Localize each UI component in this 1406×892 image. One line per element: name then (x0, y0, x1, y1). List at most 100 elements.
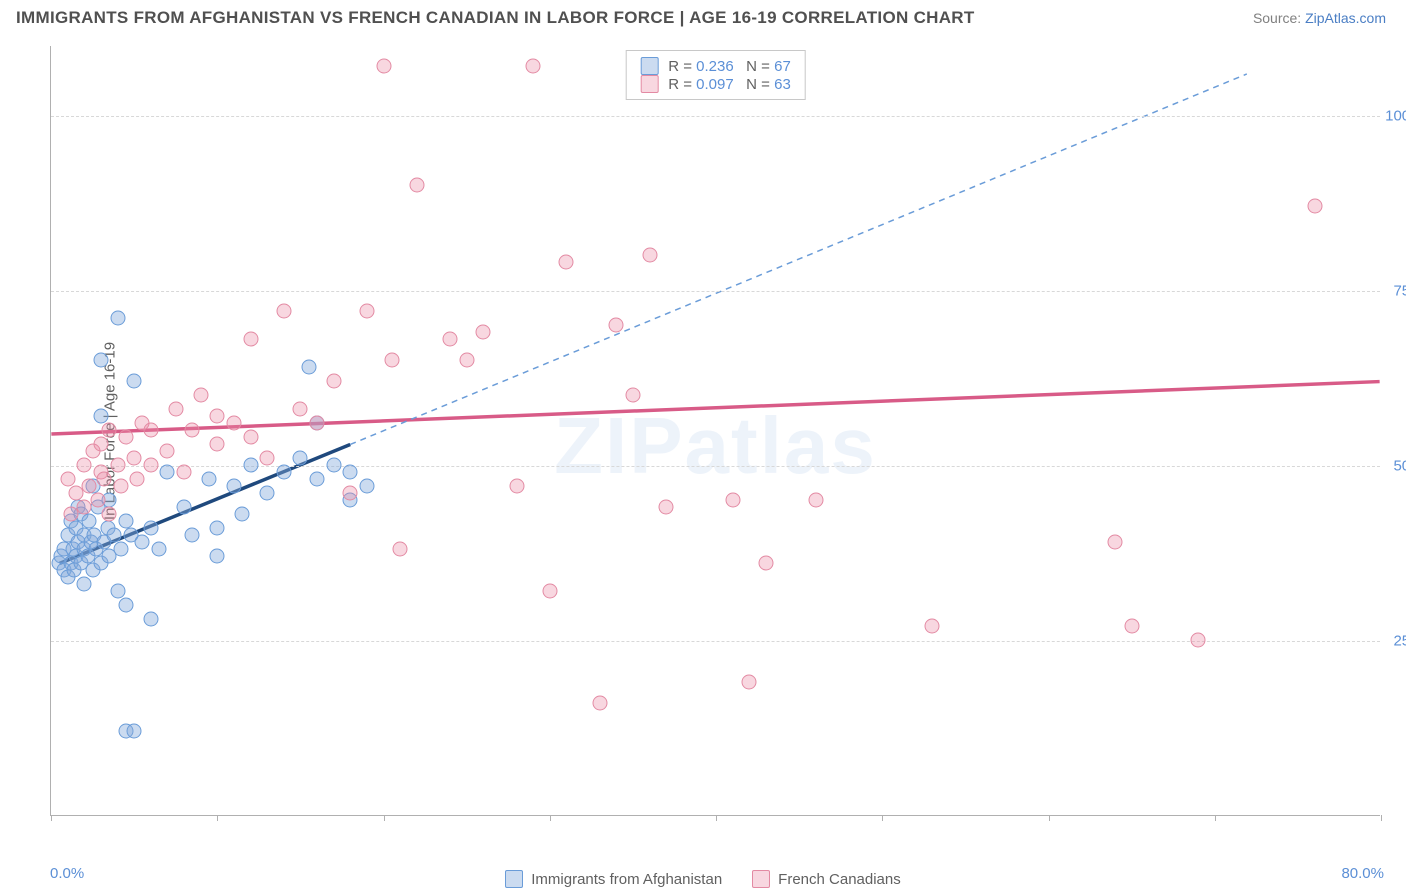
scatter-point (276, 465, 291, 480)
swatch-icon (640, 57, 658, 75)
source: Source: ZipAtlas.com (1253, 10, 1386, 26)
y-tick-label: 75.0% (1393, 283, 1406, 300)
x-tick-min: 0.0% (50, 865, 84, 882)
gridline (51, 641, 1380, 642)
scatter-point (409, 178, 424, 193)
scatter-point (542, 584, 557, 599)
scatter-point (102, 423, 117, 438)
scatter-point (235, 507, 250, 522)
scatter-point (642, 248, 657, 263)
x-tick (882, 815, 883, 821)
scatter-point (343, 486, 358, 501)
swatch-icon (505, 870, 523, 888)
stats-row: R = 0.236 N = 67 (640, 57, 791, 75)
y-tick-label: 100.0% (1385, 108, 1406, 125)
page-title: IMMIGRANTS FROM AFGHANISTAN VS FRENCH CA… (16, 8, 975, 28)
y-tick-label: 25.0% (1393, 633, 1406, 650)
stats-text: R = 0.097 N = 63 (668, 76, 791, 93)
scatter-point (93, 353, 108, 368)
swatch-icon (752, 870, 770, 888)
scatter-point (343, 465, 358, 480)
scatter-point (526, 59, 541, 74)
scatter-point (625, 388, 640, 403)
correlation-chart: In Labor Force | Age 16-19 ZIPatlas R = … (50, 46, 1380, 816)
x-tick (384, 815, 385, 821)
scatter-point (226, 416, 241, 431)
scatter-point (185, 528, 200, 543)
scatter-point (113, 542, 128, 557)
scatter-point (310, 472, 325, 487)
scatter-point (443, 332, 458, 347)
scatter-point (326, 458, 341, 473)
scatter-point (143, 612, 158, 627)
scatter-point (127, 374, 142, 389)
watermark: ZIPatlas (554, 400, 877, 492)
scatter-point (276, 304, 291, 319)
swatch-icon (640, 75, 658, 93)
scatter-point (210, 521, 225, 536)
x-tick (1049, 815, 1050, 821)
scatter-point (310, 416, 325, 431)
scatter-point (93, 437, 108, 452)
scatter-point (925, 619, 940, 634)
stats-text: R = 0.236 N = 67 (668, 58, 791, 75)
scatter-point (177, 500, 192, 515)
x-tick (550, 815, 551, 821)
scatter-point (60, 472, 75, 487)
x-tick (716, 815, 717, 821)
scatter-point (110, 311, 125, 326)
scatter-point (459, 353, 474, 368)
scatter-point (359, 479, 374, 494)
scatter-point (293, 451, 308, 466)
scatter-point (143, 458, 158, 473)
scatter-point (476, 325, 491, 340)
scatter-point (152, 542, 167, 557)
scatter-point (1307, 199, 1322, 214)
scatter-point (260, 451, 275, 466)
scatter-point (592, 696, 607, 711)
scatter-point (808, 493, 823, 508)
scatter-point (185, 423, 200, 438)
scatter-point (168, 402, 183, 417)
legend-item-french: French Canadians (752, 870, 901, 888)
scatter-point (210, 409, 225, 424)
scatter-point (293, 402, 308, 417)
stats-row: R = 0.097 N = 63 (640, 75, 791, 93)
y-tick-label: 50.0% (1393, 458, 1406, 475)
x-tick (1215, 815, 1216, 821)
scatter-point (82, 479, 97, 494)
scatter-point (130, 472, 145, 487)
scatter-point (177, 465, 192, 480)
scatter-point (113, 479, 128, 494)
scatter-point (659, 500, 674, 515)
scatter-point (127, 451, 142, 466)
scatter-point (260, 486, 275, 501)
source-prefix: Source: (1253, 10, 1305, 26)
scatter-point (243, 458, 258, 473)
scatter-point (559, 255, 574, 270)
scatter-point (160, 444, 175, 459)
scatter-point (393, 542, 408, 557)
scatter-point (160, 465, 175, 480)
scatter-point (326, 374, 341, 389)
scatter-point (301, 360, 316, 375)
scatter-point (193, 388, 208, 403)
scatter-point (135, 535, 150, 550)
bottom-legend: 0.0% Immigrants from Afghanistan French … (0, 870, 1406, 888)
scatter-point (102, 507, 117, 522)
x-tick (217, 815, 218, 821)
gridline (51, 291, 1380, 292)
x-tick (51, 815, 52, 821)
scatter-point (93, 409, 108, 424)
scatter-point (1108, 535, 1123, 550)
scatter-point (77, 577, 92, 592)
scatter-point (509, 479, 524, 494)
gridline (51, 116, 1380, 117)
scatter-point (725, 493, 740, 508)
source-link[interactable]: ZipAtlas.com (1305, 10, 1386, 26)
scatter-point (243, 430, 258, 445)
scatter-point (118, 598, 133, 613)
scatter-point (118, 514, 133, 529)
legend-item-afghan: Immigrants from Afghanistan (505, 870, 722, 888)
scatter-point (143, 521, 158, 536)
